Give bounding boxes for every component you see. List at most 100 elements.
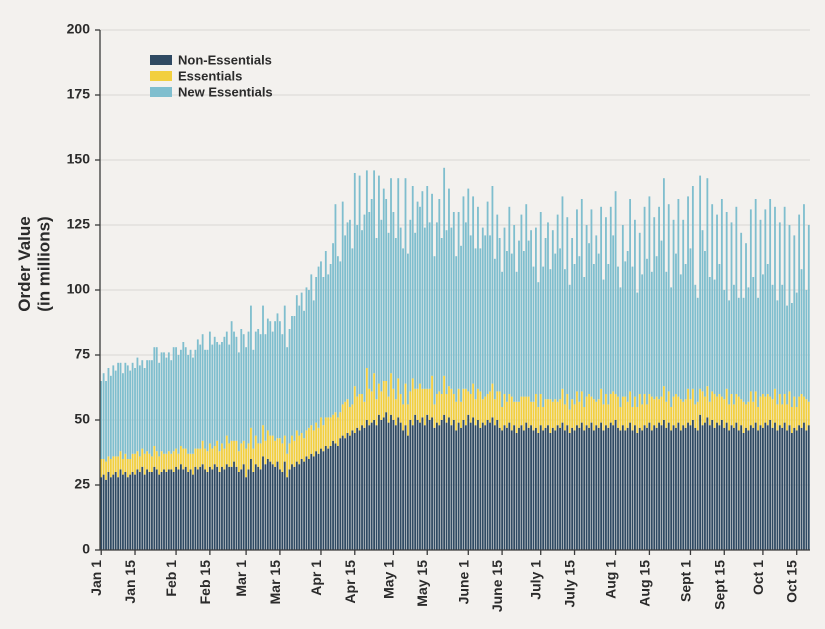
bar-essentials bbox=[627, 402, 629, 428]
bar-non_essentials bbox=[417, 420, 419, 550]
bar-new_essentials bbox=[516, 272, 518, 402]
bar-non_essentials bbox=[706, 417, 708, 550]
bar-new_essentials bbox=[755, 199, 757, 391]
bar-non_essentials bbox=[390, 415, 392, 550]
bar-non_essentials bbox=[110, 477, 112, 550]
bar-non_essentials bbox=[661, 425, 663, 550]
bar-essentials bbox=[361, 394, 363, 425]
bar-new_essentials bbox=[528, 241, 530, 397]
bar-essentials bbox=[245, 449, 247, 478]
bar-new_essentials bbox=[658, 207, 660, 399]
bar-essentials bbox=[438, 391, 440, 425]
bar-non_essentials bbox=[593, 430, 595, 550]
x-tick-label: May 15 bbox=[414, 560, 430, 607]
bar-non_essentials bbox=[431, 417, 433, 550]
bar-new_essentials bbox=[547, 222, 549, 399]
bar-new_essentials bbox=[716, 215, 718, 397]
bar-non_essentials bbox=[274, 467, 276, 550]
bar-essentials bbox=[796, 407, 798, 430]
bar-essentials bbox=[465, 389, 467, 425]
bar-new_essentials bbox=[479, 248, 481, 391]
bar-new_essentials bbox=[545, 238, 547, 399]
bar-non_essentials bbox=[409, 420, 411, 550]
bar-non_essentials bbox=[762, 428, 764, 550]
bar-non_essentials bbox=[728, 430, 730, 550]
bar-non_essentials bbox=[726, 423, 728, 550]
bar-non_essentials bbox=[124, 472, 126, 550]
bar-non_essentials bbox=[272, 464, 274, 550]
bar-non_essentials bbox=[687, 423, 689, 550]
bar-non_essentials bbox=[489, 423, 491, 550]
bar-non_essentials bbox=[607, 428, 609, 550]
bar-new_essentials bbox=[750, 209, 752, 391]
bar-essentials bbox=[692, 389, 694, 420]
bar-essentials bbox=[330, 417, 332, 446]
bar-non_essentials bbox=[269, 462, 271, 550]
bar-new_essentials bbox=[620, 287, 622, 407]
bar-essentials bbox=[670, 407, 672, 430]
bar-new_essentials bbox=[711, 204, 713, 391]
bar-new_essentials bbox=[764, 209, 766, 396]
bar-new_essentials bbox=[540, 212, 542, 394]
bar-essentials bbox=[615, 394, 617, 420]
bar-new_essentials bbox=[506, 251, 508, 402]
bar-essentials bbox=[337, 417, 339, 446]
x-tick-label: Jan 1 bbox=[88, 560, 104, 596]
bar-essentials bbox=[434, 404, 436, 427]
bar-new_essentials bbox=[494, 259, 496, 399]
bar-non_essentials bbox=[373, 420, 375, 550]
bar-new_essentials bbox=[376, 238, 378, 399]
bar-essentials bbox=[194, 449, 196, 467]
bar-non_essentials bbox=[564, 430, 566, 550]
bar-essentials bbox=[298, 436, 300, 465]
bar-essentials bbox=[325, 417, 327, 446]
bar-non_essentials bbox=[434, 428, 436, 550]
bar-non_essentials bbox=[221, 467, 223, 550]
bar-new_essentials bbox=[231, 321, 233, 441]
bar-new_essentials bbox=[168, 352, 170, 451]
bar-new_essentials bbox=[743, 298, 745, 402]
bar-essentials bbox=[690, 399, 692, 425]
bar-new_essentials bbox=[291, 316, 293, 436]
bar-new_essentials bbox=[738, 298, 740, 397]
x-tick-label: July 15 bbox=[562, 560, 578, 608]
bar-essentials bbox=[603, 404, 605, 430]
bar-non_essentials bbox=[139, 472, 141, 550]
bar-non_essentials bbox=[528, 428, 530, 550]
bar-non_essentials bbox=[636, 433, 638, 550]
bar-non_essentials bbox=[197, 469, 199, 550]
bar-essentials bbox=[634, 397, 636, 426]
bar-non_essentials bbox=[380, 420, 382, 550]
bar-essentials bbox=[129, 459, 131, 475]
bar-essentials bbox=[265, 441, 267, 464]
bar-essentials bbox=[501, 407, 503, 430]
bar-non_essentials bbox=[158, 475, 160, 550]
bar-non_essentials bbox=[250, 459, 252, 550]
legend-label: New Essentials bbox=[178, 84, 273, 99]
bar-new_essentials bbox=[702, 230, 704, 391]
bar-non_essentials bbox=[351, 430, 353, 550]
bar-new_essentials bbox=[112, 365, 114, 456]
bar-essentials bbox=[803, 397, 805, 423]
bar-essentials bbox=[180, 446, 182, 464]
bar-essentials bbox=[291, 436, 293, 465]
bar-non_essentials bbox=[332, 441, 334, 550]
bar-essentials bbox=[446, 394, 448, 423]
bar-new_essentials bbox=[405, 178, 407, 383]
bar-new_essentials bbox=[627, 251, 629, 402]
bar-essentials bbox=[228, 443, 230, 466]
x-tick-label: Mar 15 bbox=[267, 560, 283, 605]
bar-non_essentials bbox=[784, 423, 786, 550]
bar-essentials bbox=[122, 459, 124, 475]
bar-new_essentials bbox=[774, 207, 776, 389]
bar-non_essentials bbox=[808, 425, 810, 550]
bar-non_essentials bbox=[649, 423, 651, 550]
bar-new_essentials bbox=[600, 207, 602, 389]
bar-non_essentials bbox=[219, 472, 221, 550]
bar-new_essentials bbox=[397, 178, 399, 378]
bar-essentials bbox=[805, 399, 807, 430]
bar-essentials bbox=[523, 397, 525, 431]
bar-new_essentials bbox=[721, 199, 723, 397]
bar-essentials bbox=[738, 397, 740, 431]
bar-new_essentials bbox=[320, 261, 322, 417]
